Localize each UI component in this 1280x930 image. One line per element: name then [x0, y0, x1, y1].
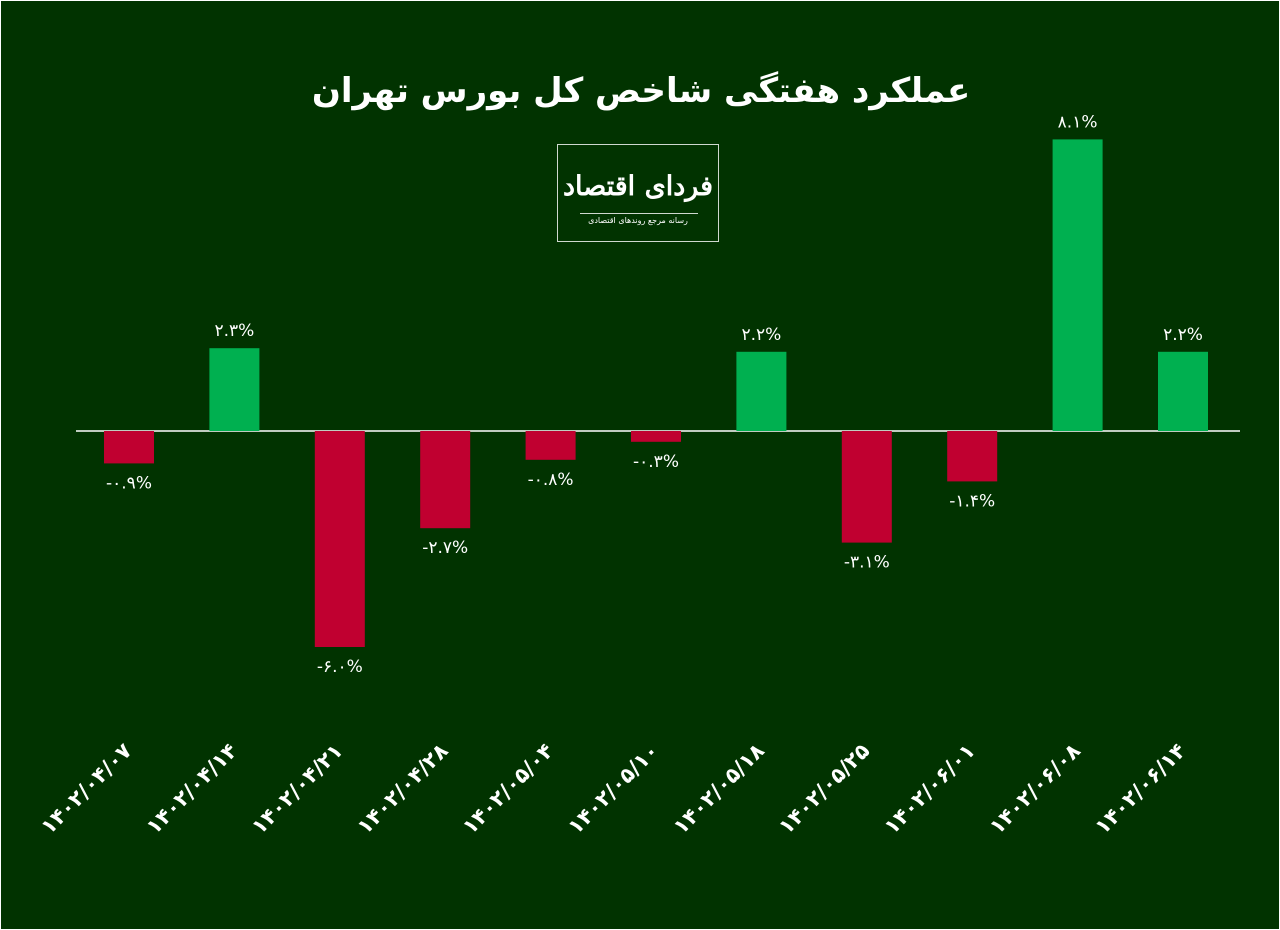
logo-name: فردای اقتصاد — [562, 171, 714, 202]
bar — [631, 431, 681, 442]
data-label: -۰.۹% — [106, 473, 152, 493]
bar — [1052, 139, 1103, 431]
data-label: ۲.۲% — [741, 325, 781, 345]
x-tick-label: ۱۴۰۲/۰۴/۱۴ — [142, 738, 242, 838]
bar — [420, 431, 471, 529]
x-tick-label: ۱۴۰۲/۰۵/۲۵ — [774, 738, 874, 838]
bar — [947, 431, 998, 482]
data-label: ۸.۱% — [1058, 112, 1098, 132]
x-tick-label: ۱۴۰۲/۰۶/۰۱ — [879, 739, 979, 839]
x-tick-label: ۱۴۰۲/۰۴/۰۷ — [36, 738, 136, 838]
data-label: -۲.۷% — [422, 538, 468, 558]
data-label: -۰.۸% — [528, 470, 574, 490]
bar — [104, 431, 154, 464]
bar — [736, 351, 787, 431]
bar — [525, 431, 576, 460]
chart-title: عملکرد هفتگی شاخص کل بورس تهران — [311, 71, 971, 111]
x-tick-label: ۱۴۰۲/۰۶/۱۴ — [1090, 738, 1190, 838]
data-label: -۰.۳% — [633, 452, 679, 472]
logo-tagline: رسانه مرجع روندهای اقتصادی — [588, 216, 688, 225]
bar — [314, 431, 365, 647]
data-label: ۲.۲% — [1163, 325, 1203, 345]
data-label: ۲.۳% — [214, 321, 254, 341]
bar — [209, 348, 260, 431]
x-tick-label: ۱۴۰۲/۰۵/۱۸ — [669, 738, 769, 838]
data-label: -۱.۴% — [949, 491, 995, 511]
x-tick-label: ۱۴۰۲/۰۴/۲۸ — [352, 738, 452, 838]
bar — [841, 431, 892, 543]
x-tick-label: ۱۴۰۲/۰۶/۰۸ — [985, 738, 1085, 838]
x-tick-label: ۱۴۰۲/۰۴/۲۱ — [247, 739, 347, 839]
publisher-logo: فردای اقتصاد رسانه مرجع روندهای اقتصادی — [557, 144, 719, 242]
data-label: -۶.۰% — [317, 657, 363, 677]
x-tick-label: ۱۴۰۲/۰۵/۰۴ — [458, 738, 558, 838]
bar — [1158, 351, 1208, 431]
logo-divider — [580, 213, 698, 214]
data-label: -۳.۱% — [844, 553, 890, 573]
x-tick-label: ۱۴۰۲/۰۵/۱۰ — [563, 739, 663, 839]
